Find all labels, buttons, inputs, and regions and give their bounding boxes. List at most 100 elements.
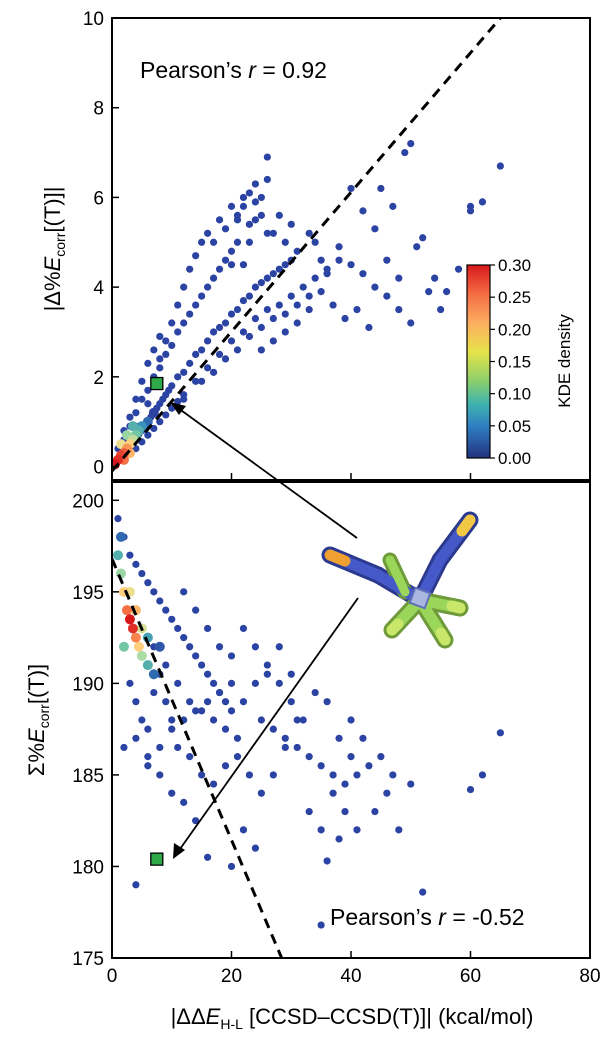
top-scatter-point	[293, 301, 301, 309]
bottom-scatter-point	[204, 853, 212, 861]
top-scatter-point	[311, 274, 319, 282]
bottom-scatter-point	[311, 688, 319, 697]
top-scatter-point	[180, 368, 188, 376]
bottom-scatter-point	[162, 606, 170, 614]
bottom-scatter-point	[251, 643, 259, 651]
bottom-scatter-point	[305, 753, 313, 761]
top-scatter-point	[221, 355, 230, 363]
top-scatter-point	[263, 274, 271, 282]
top-scatter-point	[275, 211, 283, 219]
top-scatter-point	[204, 229, 212, 237]
bottom-scatter-point	[209, 716, 218, 724]
bottom-scatter-point	[156, 743, 164, 752]
bottom-scatter-point	[209, 679, 218, 687]
bottom-scatter-point	[323, 857, 331, 865]
top-scatter-point	[395, 274, 403, 282]
top-scatter-point	[126, 413, 134, 421]
bottom-density-point	[154, 641, 165, 652]
top-scatter-point	[311, 238, 319, 246]
bottom-density-point	[130, 632, 141, 643]
bottom-scatter-point	[365, 762, 373, 770]
bottom-scatter-point	[227, 707, 236, 715]
top-scatter-point	[323, 270, 331, 278]
top-scatter-point	[425, 288, 433, 296]
top-scatter-point	[192, 350, 200, 359]
bottom-scatter-point	[478, 771, 487, 779]
x-tick-label: 80	[579, 966, 600, 987]
top-scatter-point	[269, 337, 277, 345]
top-scatter-point	[174, 301, 182, 309]
top-scatter-point	[138, 377, 146, 385]
bottom-scatter-point	[317, 921, 325, 929]
top-scatter-point	[383, 292, 391, 300]
bottom-scatter-point	[383, 789, 391, 797]
bottom-scatter-point	[221, 762, 230, 770]
top-scatter-point	[221, 225, 230, 233]
bottom-scatter-point	[180, 588, 188, 596]
bottom-scatter-point	[180, 798, 188, 806]
top-y-tick-label: 2	[93, 368, 104, 389]
bottom-scatter-point	[275, 679, 283, 687]
bottom-density-point	[136, 650, 147, 661]
bottom-scatter-point	[144, 762, 152, 770]
bottom-scatter-point	[198, 771, 206, 779]
bottom-scatter-point	[144, 579, 152, 587]
top-scatter-point	[198, 238, 206, 246]
top-scatter-point	[287, 220, 295, 228]
top-scatter-point	[198, 377, 206, 385]
bottom-scatter-point	[162, 698, 170, 706]
top-scatter-point	[251, 314, 259, 323]
top-density-point	[148, 407, 159, 418]
bottom-y-axis-title: Σ%Ecorr[(T)]	[24, 664, 52, 776]
bottom-scatter-point	[174, 743, 182, 752]
bottom-scatter-point	[192, 652, 200, 660]
bottom-scatter-point	[293, 716, 301, 724]
top-scatter-point	[305, 229, 313, 237]
bottom-scatter-point	[287, 698, 295, 706]
bottom-scatter-point	[204, 624, 212, 633]
bottom-scatter-point	[138, 716, 146, 724]
bottom-scatter-point	[132, 881, 140, 889]
arrows	[170, 402, 359, 859]
bottom-scatter-point	[353, 771, 361, 779]
bottom-scatter-point	[305, 807, 313, 816]
top-scatter-point	[239, 261, 248, 269]
colorbar: 0.30 0.25 0.20 0.15 0.10 0.05 0.00 KDE density	[466, 256, 574, 468]
top-scatter-point	[257, 193, 265, 202]
top-scatter-point	[144, 359, 152, 367]
bottom-scatter-point	[263, 661, 271, 669]
bottom-scatter-point	[227, 652, 236, 660]
top-scatter-point	[281, 310, 289, 318]
top-scatter-point	[204, 337, 212, 345]
colorbar-tick-label: 0.00	[498, 449, 531, 468]
bottom-scatter-point	[287, 670, 295, 678]
top-scatter-point	[215, 323, 224, 332]
bottom-scatter-point	[221, 698, 230, 706]
bottom-scatter-point	[317, 762, 325, 770]
top-scatter-point	[227, 337, 236, 345]
top-scatter-point	[251, 180, 259, 188]
top-scatter-point	[263, 175, 271, 184]
bottom-scatter-point	[186, 753, 194, 761]
bottom-scatter-point	[359, 734, 367, 742]
bottom-density-point	[148, 669, 159, 680]
top-scatter-point	[198, 292, 206, 300]
top-scatter-point	[365, 323, 373, 332]
top-scatter-point	[233, 211, 242, 219]
top-scatter-point	[287, 292, 295, 300]
bottom-scatter-point	[496, 729, 504, 737]
bottom-scatter-point	[132, 560, 140, 568]
colorbar-ticks: 0.30 0.25 0.20 0.15 0.10 0.05 0.00	[490, 256, 531, 468]
colorbar-label: KDE density	[555, 314, 574, 408]
top-scatter-point	[478, 198, 487, 206]
bottom-scatter-point	[215, 688, 224, 697]
bottom-scatter-point	[186, 643, 194, 651]
bottom-scatter-point	[233, 753, 242, 761]
x-tick-label: 60	[460, 966, 481, 987]
top-y-tick-label: 6	[93, 188, 104, 209]
top-scatter-point	[251, 283, 259, 291]
bottom-scatter-point	[329, 771, 337, 779]
top-scatter-point	[174, 373, 182, 381]
top-scatter-point	[209, 368, 218, 376]
top-x-ticks	[111, 473, 591, 480]
